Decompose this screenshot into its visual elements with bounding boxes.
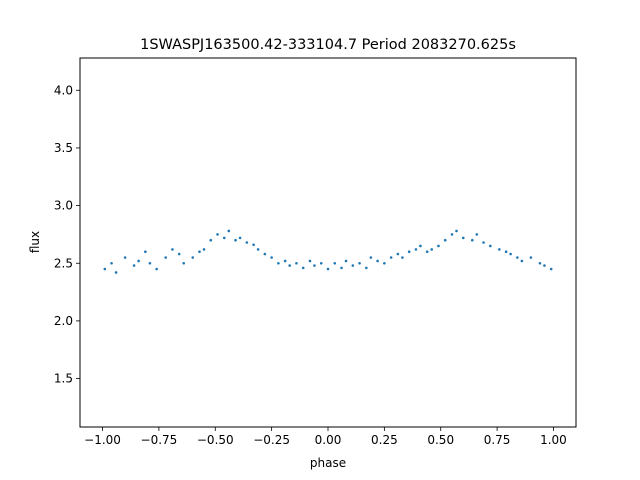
data-point — [475, 233, 479, 236]
y-axis-title: flux — [28, 231, 42, 253]
x-tick-label: 0.75 — [484, 433, 511, 447]
data-point — [365, 266, 368, 270]
data-point — [450, 233, 454, 236]
data-point — [155, 267, 158, 271]
data-point — [455, 229, 458, 233]
data-point — [227, 229, 231, 233]
data-point — [396, 252, 400, 256]
data-point — [430, 248, 434, 251]
data-point — [443, 238, 447, 242]
x-tick-label: −0.50 — [197, 433, 234, 447]
data-point — [326, 267, 330, 271]
data-point — [103, 267, 107, 271]
data-point — [198, 250, 201, 254]
data-point — [376, 259, 379, 263]
x-axis-title: phase — [310, 456, 346, 470]
data-point — [191, 256, 195, 259]
data-point — [202, 248, 206, 251]
data-point — [319, 261, 323, 265]
data-point — [549, 267, 553, 271]
data-point — [489, 244, 492, 248]
data-point — [529, 256, 533, 259]
data-point — [516, 256, 519, 259]
data-point — [171, 248, 174, 251]
data-point — [358, 261, 361, 265]
data-point — [288, 264, 291, 267]
data-point — [283, 259, 287, 263]
data-point — [209, 238, 213, 242]
y-tick-label: 4.0 — [54, 83, 73, 97]
x-tick-label: 0.25 — [371, 433, 398, 447]
data-point — [504, 250, 508, 254]
data-point — [407, 250, 411, 254]
y-tick-label: 3.0 — [54, 199, 73, 213]
data-point — [222, 236, 226, 240]
data-point — [389, 256, 393, 259]
data-point — [308, 259, 312, 263]
data-point — [414, 248, 418, 251]
data-point — [498, 248, 501, 251]
data-point — [543, 264, 546, 267]
y-tick-label: 2.5 — [54, 256, 73, 270]
data-point — [383, 261, 386, 265]
data-point — [132, 264, 136, 267]
data-point — [277, 261, 280, 265]
data-point — [482, 241, 485, 244]
data-point — [344, 259, 348, 263]
data-point — [419, 244, 422, 248]
data-point — [461, 236, 465, 240]
data-point — [144, 250, 147, 254]
data-point — [164, 256, 167, 259]
data-point — [437, 244, 440, 248]
chart-title: 1SWASPJ163500.42-333104.7 Period 2083270… — [140, 37, 516, 53]
data-point — [340, 266, 343, 270]
data-point — [245, 241, 249, 244]
x-tick-label: 1.00 — [540, 433, 567, 447]
data-point — [234, 238, 237, 242]
data-point — [216, 233, 219, 236]
data-point — [369, 256, 373, 259]
data-point — [238, 236, 242, 240]
y-tick-label: 2.0 — [54, 314, 73, 328]
data-point — [270, 256, 273, 259]
y-tick-label: 1.5 — [54, 372, 73, 386]
data-points — [103, 229, 553, 274]
data-point — [137, 259, 140, 263]
x-tick-label: −0.75 — [141, 433, 178, 447]
y-axis: 1.5 2.0 2.5 3.0 3.5 4.0 — [54, 83, 80, 386]
data-point — [520, 259, 524, 263]
data-point — [301, 266, 305, 270]
x-tick-label: −1.00 — [84, 433, 121, 447]
data-point — [148, 261, 152, 265]
x-tick-label: 0.50 — [427, 433, 454, 447]
data-point — [110, 261, 113, 265]
data-point — [313, 264, 316, 267]
y-tick-label: 3.5 — [54, 141, 73, 155]
data-point — [295, 261, 298, 265]
data-point — [263, 252, 267, 256]
data-point — [470, 238, 474, 242]
data-point — [182, 261, 186, 265]
data-point — [401, 256, 404, 259]
data-point — [509, 252, 512, 256]
data-point — [123, 256, 127, 259]
x-axis: −1.00 −0.75 −0.50 −0.25 0.00 0.25 0.50 0.75 1.00 — [84, 427, 567, 447]
data-point — [252, 243, 255, 247]
plot-area-frame — [79, 57, 577, 428]
data-point — [177, 252, 181, 256]
x-tick-label: −0.25 — [253, 433, 290, 447]
data-point — [351, 264, 355, 267]
x-tick-label: 0.00 — [315, 433, 342, 447]
data-point — [114, 271, 118, 274]
data-point — [425, 250, 429, 254]
data-point — [333, 261, 337, 265]
data-point — [538, 261, 542, 265]
data-point — [256, 248, 260, 251]
